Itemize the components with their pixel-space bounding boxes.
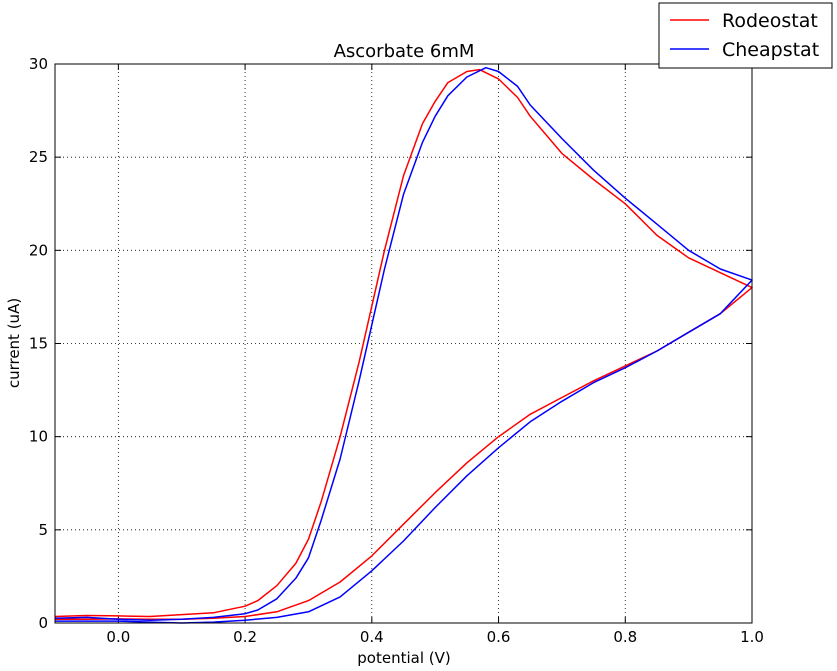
- x-tick-label: 0.8: [613, 628, 637, 646]
- y-tick-label: 20: [29, 241, 48, 259]
- y-tick-labels: 0 5 10 15 20 25 30: [29, 55, 48, 632]
- series-line-rodeostat: [54, 68, 753, 621]
- legend-label-rodeostat: Rodeostat: [722, 10, 818, 32]
- y-tick-label: 5: [38, 521, 48, 539]
- x-tick-label: 1.0: [740, 628, 764, 646]
- y-tick-label: 25: [29, 148, 48, 166]
- plot-series: [54, 66, 753, 624]
- y-axis-label: current (uA): [5, 298, 23, 388]
- y-tick-label: 10: [29, 428, 48, 446]
- grid: [55, 63, 753, 624]
- legend: Rodeostat Cheapstat: [658, 2, 833, 69]
- x-tick-label: 0.2: [233, 628, 257, 646]
- y-tick-label: 15: [29, 335, 48, 353]
- legend-label-cheapstat: Cheapstat: [722, 39, 819, 61]
- x-tick-label: 0.0: [106, 628, 130, 646]
- y-tick-label: 30: [29, 55, 48, 73]
- x-tick-label: 0.4: [360, 628, 384, 646]
- x-tick-labels: 0.0 0.2 0.4 0.6 0.8 1.0: [106, 628, 763, 646]
- y-tick-label: 0: [38, 614, 48, 632]
- plot-frame: [54, 63, 753, 624]
- x-axis-label: potential (V): [357, 649, 450, 667]
- chart-title: Ascorbate 6mM: [334, 41, 475, 62]
- series-line-cheapstat: [54, 66, 753, 624]
- legend-box: [658, 2, 833, 69]
- x-tick-label: 0.6: [487, 628, 511, 646]
